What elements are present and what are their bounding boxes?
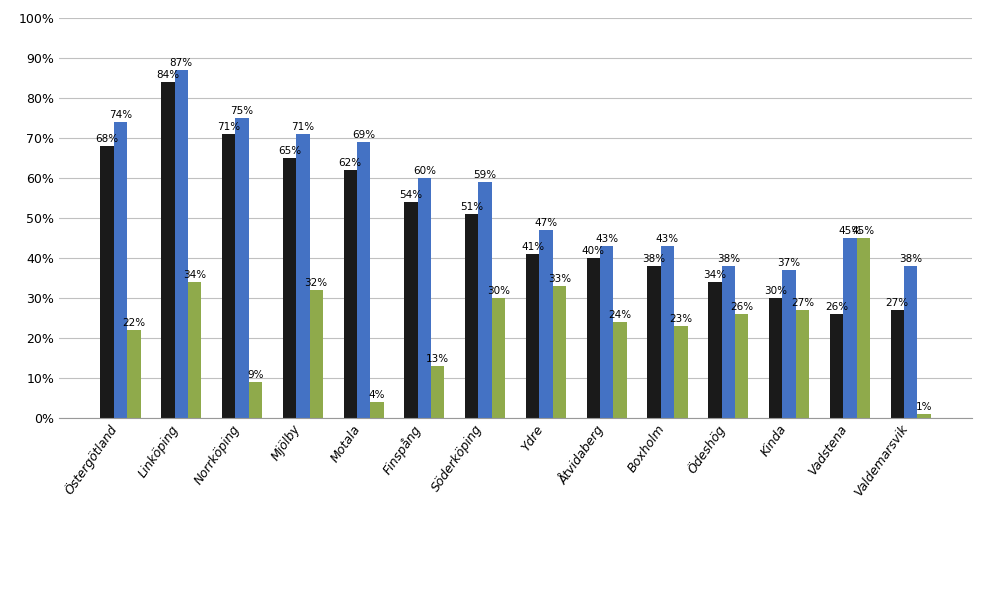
Bar [526,254,539,418]
Text: 47%: 47% [534,218,558,228]
Text: 4%: 4% [368,390,385,400]
Text: 33%: 33% [548,274,571,284]
Text: 68%: 68% [95,134,119,144]
Bar [175,70,188,418]
Text: 45%: 45% [851,226,875,236]
Text: 9%: 9% [247,370,264,380]
Text: 30%: 30% [487,286,510,296]
Text: 75%: 75% [231,106,253,116]
Bar [236,118,248,418]
Bar [769,298,783,418]
Text: 32%: 32% [304,278,328,288]
Bar [100,146,114,418]
Bar [405,202,417,418]
Bar [128,330,140,418]
Text: 34%: 34% [183,270,206,280]
Bar [492,298,505,418]
Text: 40%: 40% [582,246,605,256]
Text: 34%: 34% [703,270,727,280]
Bar [344,170,356,418]
Text: 30%: 30% [764,286,788,296]
Text: 54%: 54% [400,190,422,200]
Bar [553,286,566,418]
Bar [917,414,931,418]
Text: 24%: 24% [609,310,631,320]
Text: 45%: 45% [839,226,861,236]
Bar [539,230,553,418]
Text: 22%: 22% [123,318,145,328]
Bar [722,266,735,418]
Bar [600,246,614,418]
Text: 37%: 37% [778,258,800,268]
Bar [586,258,600,418]
Bar [675,326,687,418]
Text: 23%: 23% [670,314,692,324]
Bar [188,282,201,418]
Text: 74%: 74% [109,110,132,120]
Text: 38%: 38% [900,254,922,264]
Text: 13%: 13% [426,354,450,364]
Bar [465,214,478,418]
Bar [661,246,675,418]
Bar [248,382,262,418]
Bar [647,266,661,418]
Bar [431,366,445,418]
Text: 71%: 71% [217,122,241,132]
Bar [614,322,627,418]
Text: 43%: 43% [656,234,680,244]
Text: 87%: 87% [170,58,192,68]
Text: 51%: 51% [461,202,483,212]
Bar [478,182,492,418]
Bar [844,238,856,418]
Text: 41%: 41% [521,242,544,252]
Bar [795,310,809,418]
Bar [161,82,175,418]
Bar [114,122,128,418]
Text: 65%: 65% [278,146,301,156]
Bar [891,310,903,418]
Bar [735,314,748,418]
Bar [417,178,431,418]
Text: 60%: 60% [412,166,436,176]
Text: 62%: 62% [339,158,361,168]
Bar [283,158,297,418]
Text: 26%: 26% [825,302,848,312]
Bar [297,134,309,418]
Text: 71%: 71% [292,122,314,132]
Text: 38%: 38% [642,254,666,264]
Text: 84%: 84% [156,70,180,80]
Text: 26%: 26% [730,302,753,312]
Bar [903,266,917,418]
Bar [708,282,722,418]
Text: 27%: 27% [886,298,908,308]
Bar [356,142,370,418]
Text: 43%: 43% [595,234,619,244]
Text: 38%: 38% [717,254,739,264]
Bar [783,270,795,418]
Bar [370,402,384,418]
Text: 27%: 27% [791,298,814,308]
Text: 59%: 59% [473,170,497,180]
Text: 69%: 69% [352,130,375,140]
Text: 1%: 1% [916,402,932,412]
Bar [309,290,323,418]
Bar [830,314,844,418]
Bar [856,238,870,418]
Bar [222,134,236,418]
